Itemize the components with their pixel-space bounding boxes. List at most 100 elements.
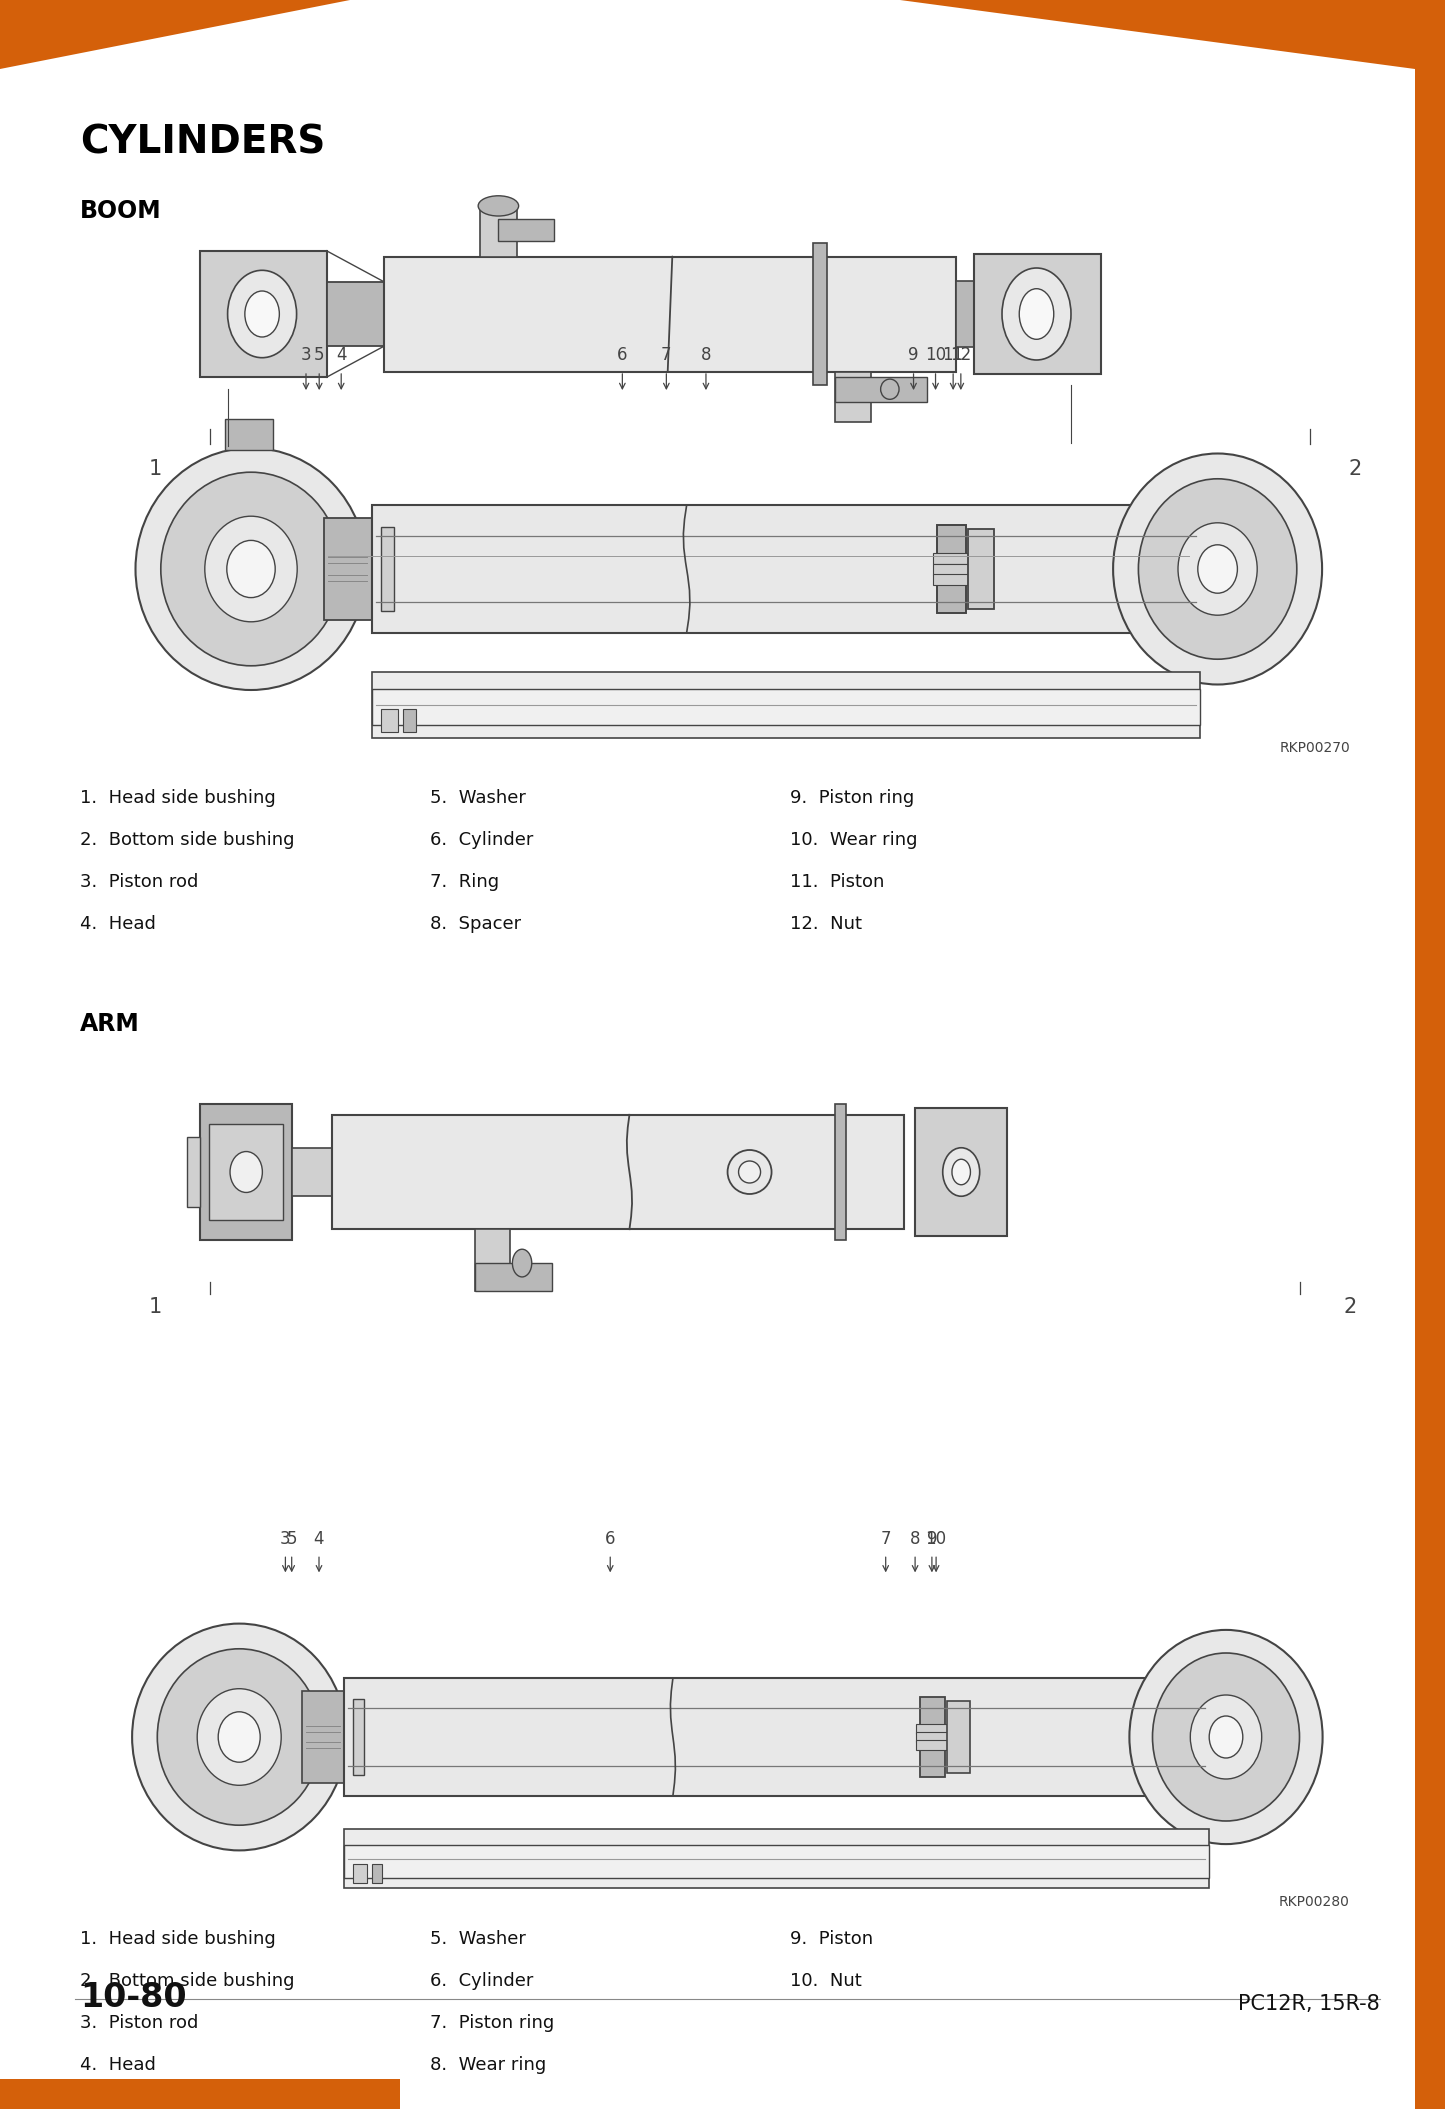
Bar (381, 709, 399, 732)
Ellipse shape (1198, 544, 1237, 593)
Bar (306, 1725, 1201, 1748)
Bar (199, 251, 327, 378)
Text: ARM: ARM (79, 1012, 140, 1036)
Ellipse shape (205, 517, 298, 622)
Bar (0, 2079, 400, 2109)
Bar (224, 420, 273, 449)
Bar (186, 1137, 199, 1206)
Text: 12.  Nut: 12. Nut (790, 915, 863, 932)
Bar (199, 1103, 292, 1240)
Text: 10.  Nut: 10. Nut (790, 1972, 861, 1991)
Text: 1: 1 (149, 1297, 162, 1316)
Text: 10-80: 10-80 (79, 1980, 186, 2014)
Ellipse shape (197, 1689, 282, 1786)
Bar (968, 529, 994, 610)
Ellipse shape (136, 447, 367, 690)
Text: RKP00270: RKP00270 (1279, 740, 1350, 755)
Bar (480, 207, 517, 257)
Polygon shape (900, 0, 1415, 70)
Ellipse shape (942, 1147, 980, 1196)
Text: 5.  Washer: 5. Washer (431, 1930, 526, 1949)
Bar (814, 243, 827, 386)
Bar (920, 1698, 945, 1778)
Text: 10: 10 (926, 1529, 946, 1548)
Text: 1.  Head side bushing: 1. Head side bushing (79, 1930, 276, 1949)
Bar (210, 1124, 283, 1219)
Bar (957, 280, 974, 346)
Bar (1415, 0, 1445, 2109)
Text: 2: 2 (1344, 1297, 1357, 1316)
Text: 6.  Cylinder: 6. Cylinder (431, 1972, 533, 1991)
Ellipse shape (158, 1649, 321, 1824)
Text: 5: 5 (314, 346, 325, 365)
Bar (835, 1103, 847, 1240)
Bar (916, 1725, 949, 1734)
Bar (938, 525, 965, 614)
Bar (328, 557, 1189, 582)
Bar (933, 553, 970, 563)
Text: PC12R, 15R-8: PC12R, 15R-8 (1238, 1993, 1380, 2014)
Ellipse shape (131, 1624, 347, 1850)
Bar (324, 519, 371, 620)
Polygon shape (0, 0, 350, 70)
Bar (915, 1107, 1007, 1236)
Bar (344, 1845, 1209, 1877)
Text: 8: 8 (910, 1529, 920, 1548)
Text: 11: 11 (942, 346, 964, 365)
Text: 7.  Ring: 7. Ring (431, 873, 499, 890)
Text: 9: 9 (909, 346, 919, 365)
Ellipse shape (160, 472, 341, 666)
Text: 3: 3 (301, 346, 311, 365)
Ellipse shape (228, 270, 296, 359)
Bar (344, 1829, 1209, 1888)
Text: 4.  Head: 4. Head (79, 915, 156, 932)
Ellipse shape (1139, 479, 1296, 660)
Ellipse shape (1001, 268, 1071, 361)
Bar (344, 1679, 1209, 1795)
Bar (835, 378, 926, 403)
Text: 3.  Piston rod: 3. Piston rod (79, 873, 198, 890)
Bar (371, 673, 1199, 738)
Bar (292, 1147, 332, 1196)
Bar (371, 1864, 381, 1883)
Bar (332, 1116, 905, 1230)
Bar (933, 563, 970, 574)
Text: 9.  Piston ring: 9. Piston ring (790, 789, 915, 808)
Circle shape (728, 1149, 772, 1194)
Text: 3: 3 (280, 1529, 290, 1548)
Text: 8.  Wear ring: 8. Wear ring (431, 2056, 546, 2073)
Bar (371, 690, 1199, 725)
Text: 8.  Spacer: 8. Spacer (431, 915, 522, 932)
Ellipse shape (244, 291, 279, 337)
Bar (499, 219, 553, 240)
Circle shape (738, 1160, 760, 1183)
Ellipse shape (1113, 453, 1322, 685)
Text: 5.  Washer: 5. Washer (431, 789, 526, 808)
Ellipse shape (1191, 1696, 1261, 1780)
Ellipse shape (513, 1249, 532, 1276)
Bar (974, 255, 1101, 373)
Bar (916, 1731, 949, 1742)
Text: 8: 8 (701, 346, 711, 365)
Bar (933, 574, 970, 584)
Text: 6: 6 (605, 1529, 616, 1548)
Text: 2.  Bottom side bushing: 2. Bottom side bushing (79, 831, 295, 850)
Bar (327, 283, 384, 346)
Text: 1.  Head side bushing: 1. Head side bushing (79, 789, 276, 808)
Text: 6: 6 (617, 346, 627, 365)
Text: 9.  Piston: 9. Piston (790, 1930, 873, 1949)
Bar (403, 709, 416, 732)
Ellipse shape (880, 380, 899, 399)
Ellipse shape (218, 1713, 260, 1763)
Text: 6.  Cylinder: 6. Cylinder (431, 831, 533, 850)
Ellipse shape (952, 1160, 971, 1185)
Bar (474, 1230, 510, 1291)
Ellipse shape (227, 540, 275, 597)
Text: 9: 9 (926, 1529, 938, 1548)
Bar (946, 1702, 970, 1774)
Ellipse shape (230, 1152, 263, 1192)
Text: 10: 10 (925, 346, 946, 365)
Ellipse shape (1209, 1717, 1243, 1759)
Text: 7.  Piston ring: 7. Piston ring (431, 2014, 555, 2033)
Text: RKP00280: RKP00280 (1279, 1894, 1350, 1909)
